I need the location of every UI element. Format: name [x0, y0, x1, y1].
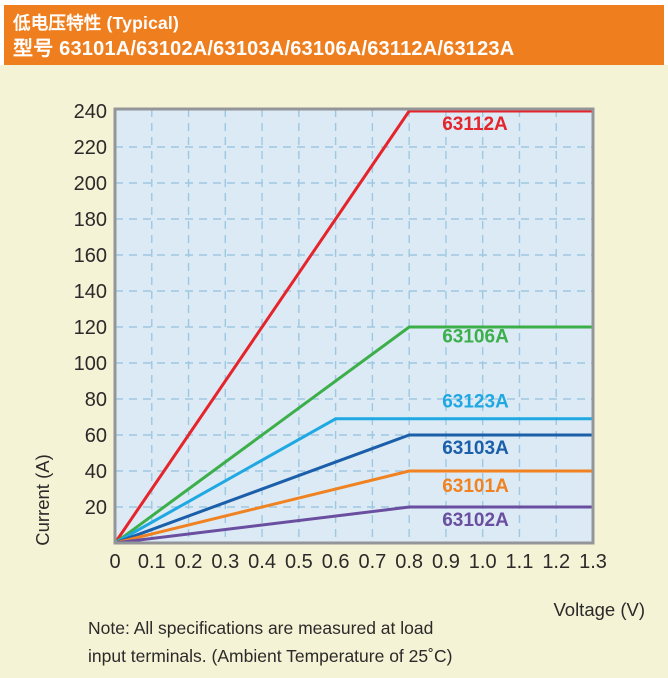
page-title: 低电压特性 (Typical) [13, 13, 180, 33]
x-tick-label: 0.3 [211, 551, 239, 573]
x-tick-label: 0.1 [138, 551, 166, 573]
footnote: Note: All specifications are measured at… [88, 614, 452, 670]
footnote-line-2: input terminals. (Ambient Temperature of… [88, 646, 453, 666]
page-subtitle-models: 型号 63101A/63102A/63103A/63106A/63112A/63… [13, 38, 515, 60]
y-tick-label: 200 [74, 173, 107, 195]
y-tick-label: 40 [85, 461, 107, 483]
y-tick-label: 20 [85, 497, 107, 519]
x-tick-label: 1.2 [542, 551, 570, 573]
footnote-line-1: Note: All specifications are measured at… [88, 618, 434, 638]
series-line-63101A [114, 469, 593, 545]
x-tick-label: 0.2 [175, 551, 203, 573]
y-axis-title: Current (A) [32, 454, 53, 546]
series-line-63106A [114, 325, 593, 545]
x-tick-label: 0.4 [248, 551, 276, 573]
x-tick-label: 0.8 [395, 551, 423, 573]
series-label-63103A: 63103A [442, 438, 509, 459]
x-tick-label: 0 [109, 551, 120, 573]
series-line-63123A [114, 417, 593, 545]
y-tick-label: 180 [74, 209, 107, 231]
x-axis-title: Voltage (V) [553, 599, 645, 620]
y-tick-label: 160 [74, 245, 107, 267]
series-label-63101A: 63101A [442, 476, 509, 497]
x-tick-label: 0.7 [358, 551, 386, 573]
series-label-63102A: 63102A [442, 510, 509, 531]
series-label-63123A: 63123A [442, 391, 509, 412]
series-line-63112A [113, 109, 593, 544]
x-tick-label: 1.3 [579, 551, 607, 573]
x-tick-label: 0.6 [322, 551, 350, 573]
x-tick-label: 0.9 [432, 551, 460, 573]
x-tick-label: 0.5 [285, 551, 313, 573]
y-tick-label: 120 [74, 317, 107, 339]
series-label-63106A: 63106A [442, 327, 509, 348]
y-tick-label: 60 [85, 425, 107, 447]
y-tick-label: 140 [74, 281, 107, 303]
series-line-63102A [114, 505, 593, 545]
y-tick-label: 240 [74, 101, 107, 123]
x-tick-label: 1.1 [506, 551, 534, 573]
y-tick-label: 100 [74, 353, 107, 375]
y-tick-label: 220 [74, 137, 107, 159]
y-tick-label: 80 [85, 389, 107, 411]
x-tick-label: 1.0 [469, 551, 497, 573]
series-line-63103A [114, 433, 593, 545]
plot-border [113, 107, 595, 545]
series-label-63112A: 63112A [442, 114, 508, 135]
title-banner: 低电压特性 (Typical) 型号 63101A/63102A/63103A/… [4, 5, 664, 65]
